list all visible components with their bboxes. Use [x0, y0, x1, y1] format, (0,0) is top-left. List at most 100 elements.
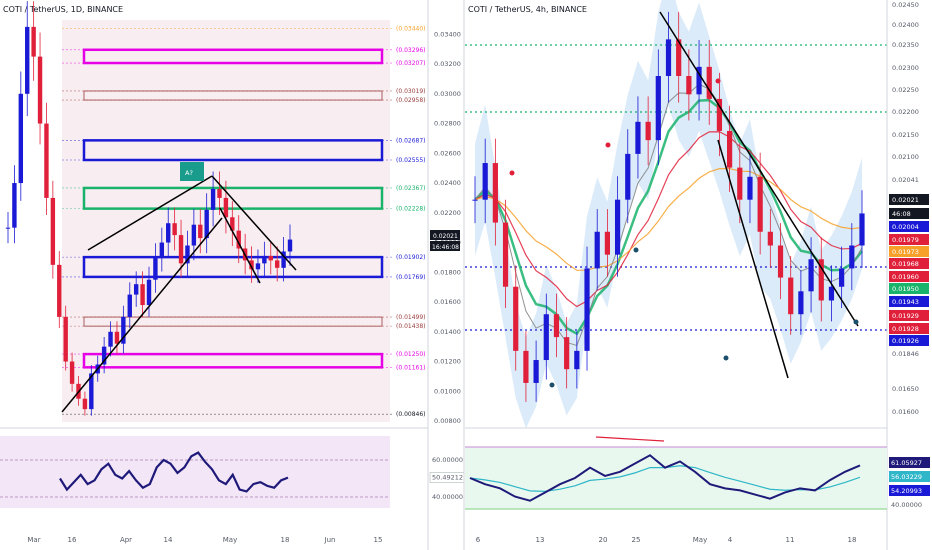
right-price-tick: 46:08 — [892, 210, 911, 218]
candle — [502, 222, 509, 287]
candle — [287, 239, 293, 252]
price-tag — [889, 194, 929, 205]
price-tag — [889, 271, 929, 282]
candle — [818, 259, 824, 301]
rsi-tag — [889, 485, 930, 496]
zone-box[interactable] — [83, 90, 383, 101]
candle — [198, 224, 203, 239]
candle — [236, 230, 241, 249]
candle — [140, 284, 145, 306]
right-rsi-tick: 54.20993 — [891, 487, 922, 495]
candle — [217, 188, 222, 198]
signal-dot — [715, 78, 721, 84]
candle — [737, 167, 743, 200]
right-x-tick: 11 — [786, 536, 795, 544]
candle — [706, 66, 712, 99]
candle — [828, 286, 835, 301]
candle — [543, 314, 549, 361]
left-x-tick: 18 — [281, 536, 290, 544]
price-tag — [889, 258, 929, 269]
candle — [839, 268, 845, 287]
candle — [584, 268, 590, 351]
candle — [12, 183, 17, 228]
price-tag — [889, 234, 929, 245]
left-rsi-tick: 60.00000 — [432, 456, 463, 464]
candle — [553, 314, 560, 338]
signal-dot — [605, 142, 611, 148]
left-price-tick: 0.01200 — [434, 358, 461, 366]
left-x-tick: May — [223, 536, 237, 544]
right-rsi-tick: 40.00000 — [891, 501, 922, 509]
right-price-tick: 0.02200 — [892, 108, 919, 116]
level-label: (0.01438) — [396, 323, 426, 330]
price-tag — [889, 246, 929, 257]
right-x-tick: 13 — [536, 536, 545, 544]
left-rsi-tick: 50.49212 — [432, 474, 463, 482]
price-tag — [889, 283, 929, 294]
level-label: (0.02555) — [396, 157, 426, 164]
right-x-tick: 25 — [632, 536, 641, 544]
zone-box[interactable] — [82, 139, 384, 162]
candle — [153, 257, 158, 280]
candle — [204, 209, 209, 239]
right-price-tick: 0.01929 — [892, 312, 919, 320]
left-price-tick: 0.02800 — [434, 120, 461, 128]
candle — [716, 98, 723, 131]
candle — [108, 331, 113, 347]
candle — [37, 56, 43, 124]
right-price-tick: 0.02041 — [892, 176, 919, 184]
candle — [635, 121, 641, 154]
left-x-tick: 15 — [374, 536, 383, 544]
candle — [89, 373, 94, 410]
left-price-tick: 0.02400 — [434, 179, 461, 187]
rsi-tag — [889, 471, 930, 482]
bollinger-cloud — [475, 0, 862, 429]
candle — [63, 316, 68, 362]
candle — [513, 286, 519, 351]
zone-box[interactable] — [83, 316, 383, 327]
zone-box[interactable] — [82, 186, 384, 210]
candle — [665, 39, 672, 77]
candle — [482, 163, 488, 200]
candle — [614, 199, 621, 255]
signal-dot — [723, 355, 729, 361]
signal-dot — [633, 247, 639, 253]
left-x-tick: 14 — [164, 536, 173, 544]
left-price-tick: 0.02200 — [434, 209, 461, 217]
right-x-tick: 4 — [728, 536, 733, 544]
candle — [523, 350, 529, 383]
candle — [655, 76, 661, 141]
zone-box[interactable] — [82, 352, 384, 369]
left-trendline-low — [61, 217, 223, 413]
left-trendline-short — [219, 207, 261, 284]
candle — [604, 231, 610, 255]
zone-box[interactable] — [82, 48, 384, 65]
zone-box[interactable] — [82, 255, 384, 279]
candle — [18, 93, 24, 184]
candle — [676, 39, 682, 77]
right-price-tick: 0.01600 — [892, 408, 919, 416]
price-tag — [889, 296, 929, 307]
candle — [82, 398, 88, 410]
left-x-tick: 16 — [68, 536, 77, 544]
level-label: (0.02958) — [396, 97, 426, 104]
candle — [146, 279, 152, 306]
left-countdown: 16:46:08 — [432, 244, 459, 251]
left-price-tick: 0.01000 — [434, 387, 461, 395]
candle — [223, 197, 229, 218]
right-price-tick: 0.02150 — [892, 131, 919, 139]
level-label: (0.01499) — [396, 314, 426, 321]
right-x-tick: 18 — [848, 536, 857, 544]
candle — [31, 26, 36, 57]
left-rsi-pane[interactable] — [0, 436, 390, 508]
candle — [492, 163, 498, 223]
candle — [727, 130, 733, 168]
right-price-tick: 0.01846 — [892, 350, 919, 358]
right-price-tick: 0.01950 — [892, 285, 919, 293]
left-x-tick: Apr — [120, 536, 132, 544]
left-trendline-desc — [211, 175, 297, 271]
right-rsi-tick: 56.03229 — [891, 473, 922, 481]
left-price-tick: 0.03000 — [434, 90, 461, 98]
left-price-tick: 0.02600 — [434, 149, 461, 157]
